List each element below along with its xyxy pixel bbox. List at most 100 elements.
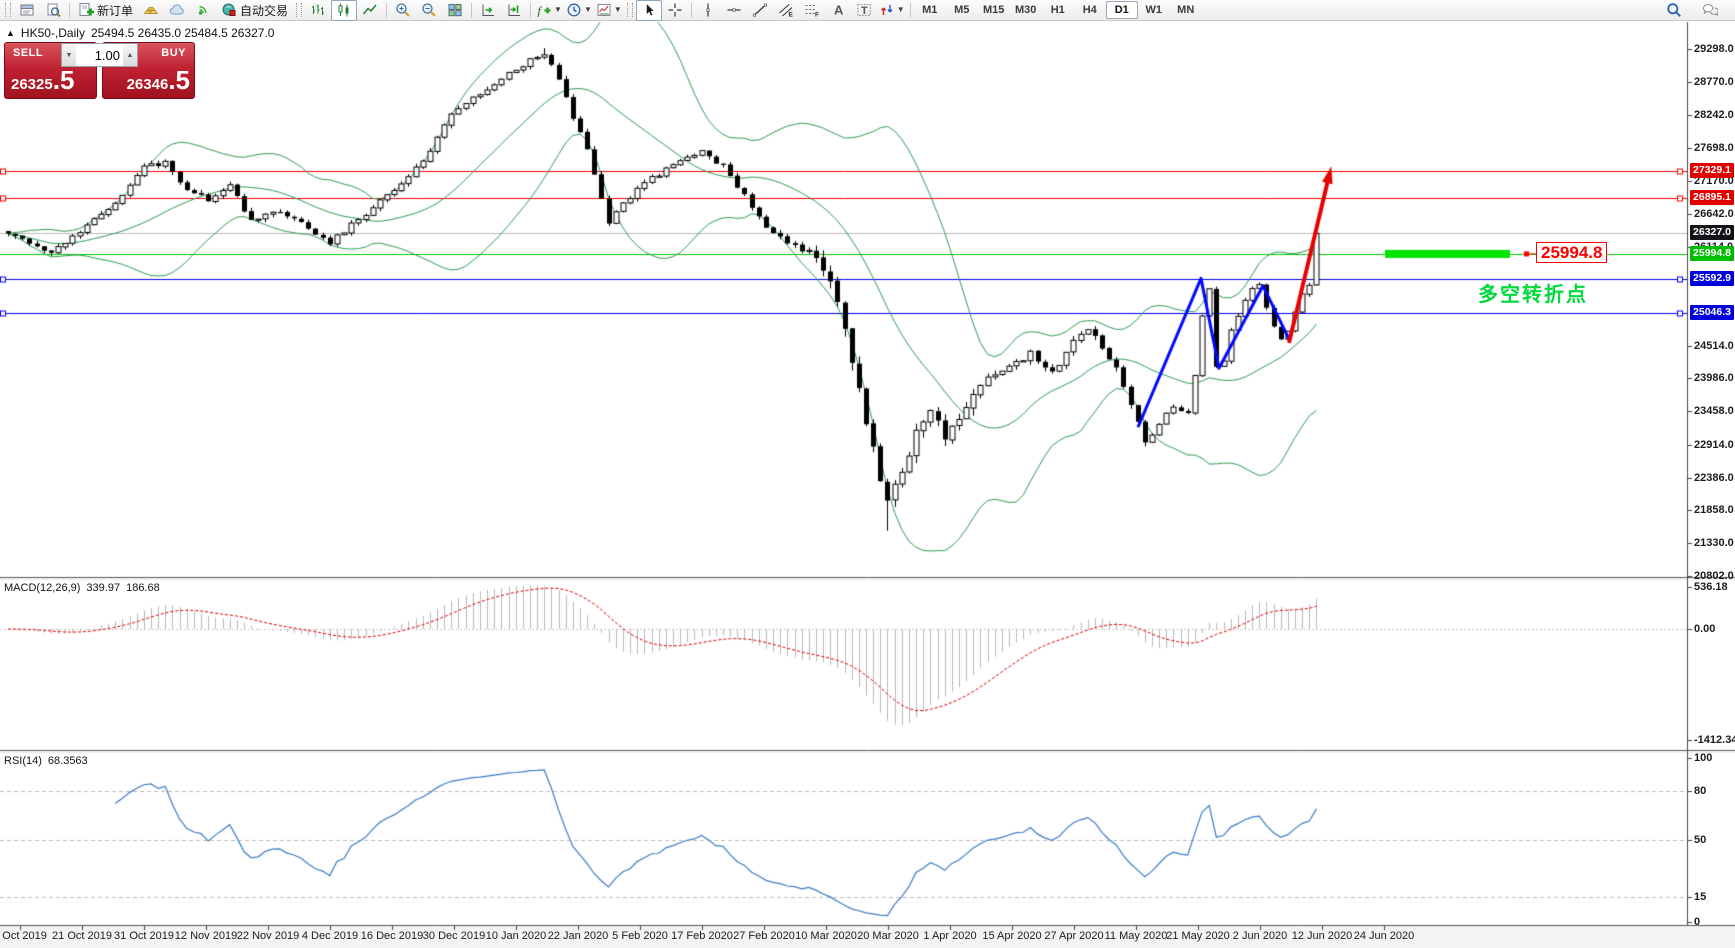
date-tick-label: 15 Apr 2020 (982, 930, 1042, 942)
timeframe-m5-button[interactable]: M5 (954, 4, 970, 16)
gold-icon (143, 2, 159, 18)
trendline-tool-icon[interactable] (747, 0, 773, 21)
auto-scroll-icon[interactable] (475, 0, 501, 21)
mql5-community-icon[interactable] (164, 0, 190, 21)
timeframe-h4-button[interactable]: H4 (1082, 4, 1097, 16)
date-tick-label: 1 Apr 2020 (923, 930, 977, 942)
new-order-icon (78, 2, 94, 18)
pivot-price-label[interactable]: 25994.8 (1536, 242, 1608, 263)
text-label-tool-icon: T (856, 2, 872, 18)
periods-icon[interactable]: ▼ (564, 0, 594, 21)
signals-icon (195, 2, 211, 18)
zoom-out-icon[interactable] (416, 0, 442, 21)
bar-chart-icon[interactable] (305, 0, 331, 21)
toolbar-grip[interactable] (5, 3, 11, 17)
dropdown-caret-icon[interactable]: ▼ (613, 5, 622, 14)
fibonacci-tool-icon[interactable]: F (799, 0, 825, 21)
dropdown-caret-icon[interactable]: ▼ (554, 5, 562, 14)
candlestick-chart-icon[interactable] (331, 0, 358, 21)
horizontal-line-tool-icon (726, 2, 742, 18)
line-chart-icon (362, 2, 378, 18)
timeframe-m15-button[interactable]: M15 (983, 4, 1005, 16)
tile-windows-icon (447, 2, 463, 18)
dropdown-caret-icon[interactable]: ▼ (896, 5, 905, 14)
svg-text:f: f (538, 4, 543, 18)
chart-symbol-period: HK50-,Daily (20, 26, 85, 40)
sell-label: SELL (13, 47, 44, 59)
svg-text:T: T (861, 5, 868, 17)
price-tick-label: 28242.0 (1694, 108, 1734, 121)
price-tick-label: 22386.0 (1694, 471, 1734, 484)
svg-text:F: F (815, 12, 819, 19)
dropdown-caret-icon[interactable]: ▼ (583, 5, 592, 14)
arrows-tool-icon (879, 2, 895, 18)
date-tick-label: 27 Feb 2020 (733, 930, 795, 942)
toolbar-grip[interactable] (626, 3, 633, 17)
volume-input[interactable] (76, 44, 123, 66)
timeframe-m30-button[interactable]: M30 (1015, 4, 1037, 16)
templates-icon (596, 2, 612, 18)
search-icon[interactable] (1661, 0, 1687, 21)
tile-windows-icon[interactable] (442, 0, 468, 21)
text-tool-icon[interactable]: A (825, 0, 851, 21)
new-order-button[interactable]: 新订单 (73, 1, 138, 20)
chart-window-icon[interactable] (14, 0, 40, 21)
templates-icon[interactable]: ▼ (594, 0, 624, 21)
chat-icon[interactable] (1697, 0, 1723, 21)
price-tick-label: 28770.0 (1694, 75, 1734, 88)
search-icon (1666, 2, 1682, 18)
date-tick-label: 17 Feb 2020 (671, 930, 733, 942)
volume-increase-button[interactable]: ▲ (123, 44, 137, 66)
date-tick-label: 12 Nov 2019 (174, 930, 238, 942)
toolbar-grip[interactable] (296, 3, 303, 17)
vertical-line-tool-icon (700, 2, 716, 18)
date-tick-label: 16 Dec 2019 (360, 930, 424, 942)
volume-control: ▼ ▲ (61, 43, 138, 67)
date-tick-label: 11 May 2020 (1104, 930, 1168, 942)
timeframe-m1-button[interactable]: M1 (922, 4, 938, 16)
signals-icon[interactable] (190, 0, 216, 21)
timeframe-h1-button[interactable]: H1 (1050, 4, 1065, 16)
sell-button[interactable]: SELL 26325.5 (4, 42, 97, 99)
text-label-tool-icon[interactable]: T (851, 0, 877, 21)
date-tick-label: 5 Feb 2020 (612, 930, 668, 942)
toolbar-separator (386, 2, 388, 18)
timeframe-mn-button[interactable]: MN (1177, 4, 1195, 16)
chat-icon (1702, 2, 1718, 18)
print-preview-icon[interactable] (40, 0, 66, 21)
price-line-label: 25592.9 (1690, 270, 1734, 286)
autotrading-button[interactable]: 自动交易 (216, 1, 293, 20)
equidistant-channel-tool-icon: E (778, 2, 794, 18)
chart-shift-icon[interactable] (501, 0, 527, 21)
macd-tick-label: 0.00 (1694, 623, 1716, 635)
text-tool-icon: A (830, 2, 846, 18)
timeframe-d1-button[interactable]: D1 (1105, 1, 1138, 19)
price-tick-label: 21858.0 (1694, 504, 1734, 517)
cursor-tool-icon[interactable] (635, 0, 662, 21)
volume-decrease-button[interactable]: ▼ (62, 44, 76, 66)
symbol-direction-icon: ▲ (6, 28, 15, 38)
price-line-label: 27329.1 (1690, 163, 1734, 179)
autotrading-button-label: 自动交易 (240, 3, 289, 18)
date-tick-label: 9 Oct 2019 (0, 930, 47, 942)
date-tick-label: 31 Oct 2019 (114, 930, 174, 942)
arrows-tool-icon[interactable]: ▼ (877, 0, 907, 21)
macd-tick-label: 536.18 (1694, 581, 1728, 594)
toolbar-separator (471, 2, 473, 18)
pivot-annotation-text[interactable]: 多空转折点 (1478, 284, 1588, 306)
vertical-line-tool-icon[interactable] (695, 0, 721, 21)
horizontal-line-tool-icon[interactable] (721, 0, 747, 21)
equidistant-channel-tool-icon[interactable]: E (773, 0, 799, 21)
rsi-tick-label: 15 (1694, 891, 1707, 904)
date-tick-label: 21 Oct 2019 (52, 930, 112, 942)
date-tick-label: 10 Mar 2020 (795, 930, 857, 942)
timeframe-w1-button[interactable]: W1 (1145, 4, 1162, 16)
indicators-list-icon[interactable]: f ▼ (534, 0, 564, 21)
crosshair-tool-icon[interactable] (662, 0, 688, 21)
bar-chart-icon (310, 2, 326, 18)
zoom-in-icon[interactable] (390, 0, 416, 21)
gold-icon[interactable] (138, 0, 164, 21)
line-chart-icon[interactable] (357, 0, 383, 21)
price-tick-label: 24514.0 (1694, 339, 1734, 352)
